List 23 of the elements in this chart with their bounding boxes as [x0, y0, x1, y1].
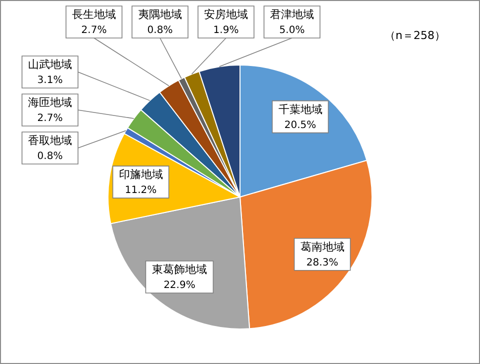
slice-label: 君津地域	[270, 8, 314, 21]
slice-label: 長生地域	[72, 8, 116, 21]
slice-label: 夷隅地域	[138, 8, 182, 21]
data-label: 5.0%	[279, 25, 305, 36]
data-label: 28.3%	[306, 257, 338, 268]
data-label: 3.1%	[37, 75, 63, 86]
slice-label: 東葛飾地域	[152, 262, 207, 276]
data-label: 0.8%	[37, 151, 63, 162]
slice-label: 安房地域	[204, 8, 248, 21]
data-label: 1.9%	[213, 25, 239, 36]
data-label: 11.2%	[124, 185, 157, 196]
slice-label: 海匝地域	[28, 96, 72, 109]
slice-label: 千葉地域	[278, 102, 322, 116]
slice-label: 香取地域	[28, 134, 72, 147]
data-label: 0.8%	[147, 25, 173, 36]
data-label: 22.9%	[164, 280, 196, 291]
text: （n＝258）	[384, 29, 446, 42]
data-label: 2.7%	[37, 113, 63, 124]
slice-label: 葛南地域	[300, 240, 344, 254]
slice-label: 山武地域	[28, 58, 72, 71]
data-label: 2.7%	[81, 25, 107, 36]
slice-label: 印旛地域	[118, 168, 163, 182]
data-label: 20.5%	[284, 120, 316, 131]
